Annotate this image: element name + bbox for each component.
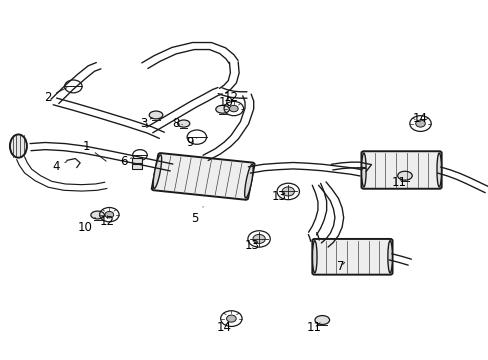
Text: 11: 11 (391, 176, 406, 189)
Text: 10: 10 (218, 96, 233, 109)
Text: 1: 1 (82, 140, 106, 161)
Circle shape (252, 234, 264, 243)
Ellipse shape (10, 134, 27, 158)
Text: 13: 13 (244, 239, 259, 252)
FancyBboxPatch shape (151, 153, 254, 200)
Circle shape (282, 187, 294, 196)
Text: 5: 5 (191, 207, 203, 225)
Text: 2: 2 (44, 87, 67, 104)
Text: 9: 9 (186, 136, 197, 149)
Text: 8: 8 (171, 117, 182, 130)
Circle shape (105, 211, 114, 218)
Ellipse shape (361, 153, 366, 187)
Text: 13: 13 (271, 190, 286, 203)
Text: 6: 6 (120, 155, 131, 168)
Ellipse shape (149, 111, 163, 119)
Circle shape (226, 315, 236, 322)
Circle shape (415, 120, 425, 127)
Bar (131, 158, 142, 163)
Ellipse shape (314, 316, 329, 324)
Text: 14: 14 (412, 112, 427, 125)
Circle shape (229, 105, 238, 112)
FancyBboxPatch shape (361, 151, 441, 189)
Ellipse shape (177, 120, 189, 127)
Ellipse shape (215, 105, 229, 113)
Ellipse shape (91, 211, 104, 219)
Ellipse shape (312, 241, 316, 273)
Ellipse shape (397, 171, 411, 180)
Ellipse shape (436, 153, 441, 187)
Ellipse shape (387, 241, 391, 273)
Text: 3: 3 (140, 117, 152, 130)
Text: 10: 10 (78, 217, 95, 234)
Ellipse shape (244, 165, 253, 198)
Bar (131, 164, 142, 168)
Text: 12: 12 (100, 215, 115, 228)
Text: 7: 7 (336, 260, 344, 273)
Text: 12: 12 (223, 91, 238, 104)
Text: 4: 4 (52, 160, 67, 173)
Text: 14: 14 (216, 321, 231, 334)
Ellipse shape (153, 155, 162, 189)
Text: 11: 11 (306, 321, 321, 334)
FancyBboxPatch shape (312, 239, 392, 275)
